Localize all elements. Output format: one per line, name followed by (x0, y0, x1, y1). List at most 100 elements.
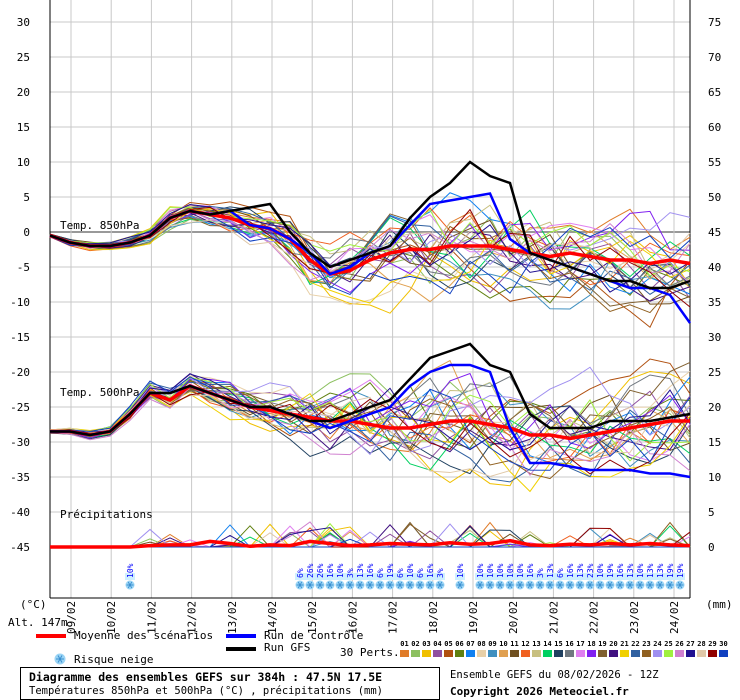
member-label: 15 (554, 640, 563, 648)
snow-risk-bg (455, 573, 465, 580)
snow-risk-pct: 26% (306, 563, 315, 578)
member-line-29 (49, 206, 691, 308)
snow-risk-pct: 3% (536, 568, 545, 578)
snow-risk-pct: 6% (296, 568, 305, 578)
snow-risk-pct: 13% (656, 563, 665, 578)
snow-risk-bg (505, 573, 515, 580)
run-info: Ensemble GEFS du 08/02/2026 - 12Z (450, 669, 659, 681)
snow-risk-bg (435, 573, 445, 580)
left-tick-label: 15 (17, 121, 30, 134)
member-label: 11 (510, 640, 519, 648)
snow-risk-pct: 3% (346, 568, 355, 578)
member-label: 06 (455, 640, 464, 648)
snowflake-arms (456, 581, 464, 589)
snowflake-arms (526, 581, 534, 589)
label-t850: Temp. 850hPa (60, 219, 139, 232)
member-label: 30 (719, 640, 728, 648)
chart-svg: 302520151050-5-10-15-20-25-30-35-40-4575… (10, 0, 721, 634)
snowflake-arms (336, 581, 344, 589)
snow-risk-bg (345, 573, 355, 580)
member-swatch (565, 650, 574, 657)
snow-risk-pct: 10% (596, 563, 605, 578)
series-500-5 (50, 342, 691, 437)
member-swatch (499, 650, 508, 657)
snow-risk-pct: 16% (326, 563, 335, 578)
snowflake-icon (435, 580, 445, 590)
snow-risk-pct: 19% (676, 563, 685, 578)
member-label: 29 (708, 640, 717, 648)
member-label: 26 (675, 640, 684, 648)
snow-risk-pct: 10% (486, 563, 495, 578)
member-label: 19 (598, 640, 607, 648)
left-tick-label: -40 (10, 506, 30, 519)
snow-risk-pct: 10% (636, 563, 645, 578)
snow-risk-bg (645, 573, 655, 580)
member-swatch (543, 650, 552, 657)
right-tick-label: 60 (708, 121, 721, 134)
snowflake-arms (126, 581, 134, 589)
member-label: 10 (499, 640, 508, 648)
snowflake-icon (355, 580, 365, 590)
date-tick-label: 24/02 (668, 601, 681, 634)
right-tick-label: 45 (708, 226, 721, 239)
mean-legend-swatch (36, 634, 66, 638)
snowflake-icon (475, 580, 485, 590)
snow-risk-pct: 23% (586, 563, 595, 578)
snow-risk-pct: 16% (426, 563, 435, 578)
right-tick-label: 40 (708, 261, 721, 274)
snowflake-icon (665, 580, 675, 590)
left-tick-label: 30 (17, 16, 30, 29)
snowflake-icon (415, 580, 425, 590)
snow-risk-bg (475, 573, 485, 580)
member-line-08 (49, 206, 691, 306)
snowflake-icon (615, 580, 625, 590)
snow-risk-bg (565, 573, 575, 580)
chart-subtitle: Températures 850hPa et 500hPa (°C) , pré… (29, 685, 384, 697)
snow-risk-pct: 6% (376, 568, 385, 578)
snow-risk-pct: 10% (406, 563, 415, 578)
member-label: 14 (543, 640, 552, 648)
snow-risk-bg (655, 573, 665, 580)
member-swatch (719, 650, 728, 657)
snowflake-icon (525, 580, 535, 590)
snow-risk-bg (625, 573, 635, 580)
snow-risk-pct: 10% (476, 563, 485, 578)
snowflake-arms (346, 581, 354, 589)
snowflake-icon (295, 580, 305, 590)
snowflake-icon (585, 580, 595, 590)
right-tick-label: 20 (708, 401, 721, 414)
member-swatch (422, 650, 431, 657)
member-swatch (620, 650, 629, 657)
left-tick-label: 5 (23, 191, 30, 204)
date-tick-label: 20/02 (507, 601, 520, 634)
snow-risk-pct: 16% (366, 563, 375, 578)
snow-risk-bg (585, 573, 595, 580)
snowflake-icon (625, 580, 635, 590)
right-tick-label: 25 (708, 366, 721, 379)
date-tick-label: 18/02 (427, 601, 440, 634)
snow-risk-pct: 13% (546, 563, 555, 578)
snow-risk-bg (385, 573, 395, 580)
snow-risk-pct: 19% (606, 563, 615, 578)
right-tick-label: 15 (708, 436, 721, 449)
snowflake-icon (485, 580, 495, 590)
snowflake-arms (506, 581, 514, 589)
right-tick-label: 50 (708, 191, 721, 204)
snowflake-arms (646, 581, 654, 589)
snow-risk-pct: 16% (566, 563, 575, 578)
snowflake-icon (305, 580, 315, 590)
member-swatch (433, 650, 442, 657)
series-850-2 (49, 160, 691, 290)
left-tick-label: -5 (17, 261, 30, 274)
member-swatch (587, 650, 596, 657)
member-line-21 (49, 392, 691, 493)
snowflake-icon (54, 653, 66, 665)
snow-risk-pct: 16% (526, 563, 535, 578)
member-label: 02 (411, 640, 420, 648)
snow-risk-pct: 13% (646, 563, 655, 578)
member-label: 09 (488, 640, 497, 648)
snowflake-arms (306, 581, 314, 589)
snow-risk-bg (325, 573, 335, 580)
snowflake-arms (496, 581, 504, 589)
